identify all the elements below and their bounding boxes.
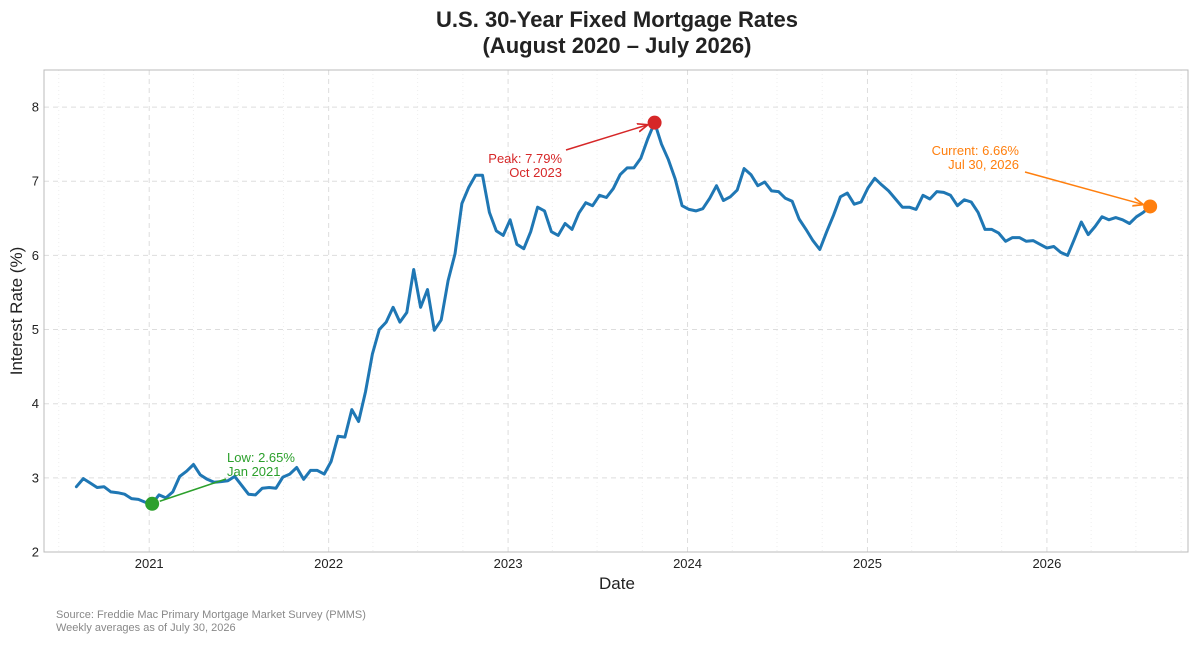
peak-annotation-date: Oct 2023 [509,165,562,180]
peak-marker [647,115,662,130]
peak-annotation-arrow [565,125,647,151]
low-annotation-arrow [159,478,227,502]
x-axis-title: Date [599,574,635,593]
series-line-mortgage-rate [74,121,1152,506]
current-annotation-label: Current: 6.66% [932,143,1020,158]
y-tick-label: 5 [32,322,39,337]
y-tick-label: 8 [32,100,39,115]
y-tick-label: 6 [32,248,39,263]
y-tick-label: 4 [32,396,39,411]
x-tick-label: 2024 [673,556,702,571]
annotations: Low: 2.65% Jan 2021 Peak: 7.79% Oct 2023… [145,115,1158,511]
x-tick-label: 2025 [853,556,882,571]
current-marker [1143,199,1158,214]
y-tick-label: 7 [32,174,39,189]
low-marker [145,496,160,511]
plot-frame [43,69,1189,553]
x-tick-label: 2022 [314,556,343,571]
y-axis-ticks: 2 3 4 5 6 7 8 [32,100,39,560]
current-annotation-date: Jul 30, 2026 [948,157,1019,172]
chart-title-line-2: (August 2020 – July 2026) [482,33,751,58]
source-note-date: Weekly averages as of July 30, 2026 [56,622,236,634]
y-tick-label: 3 [32,470,39,485]
x-tick-label: 2021 [135,556,164,571]
source-note: Source: Freddie Mac Primary Mortgage Mar… [56,609,366,621]
low-annotation-label: Low: 2.65% [227,450,295,465]
x-tick-label: 2023 [494,556,523,571]
current-annotation-arrow [1024,171,1142,204]
peak-annotation-label: Peak: 7.79% [488,151,562,166]
minor-gridlines [58,70,1182,552]
x-axis-ticks: 2021 2022 2023 2024 2025 2026 [135,556,1062,571]
y-tick-label: 2 [32,545,39,560]
y-axis-title: Interest Rate (%) [7,247,26,376]
x-tick-label: 2026 [1032,556,1061,571]
chart-title-line-1: U.S. 30-Year Fixed Mortgage Rates [436,7,798,32]
low-annotation-date: Jan 2021 [227,464,281,479]
